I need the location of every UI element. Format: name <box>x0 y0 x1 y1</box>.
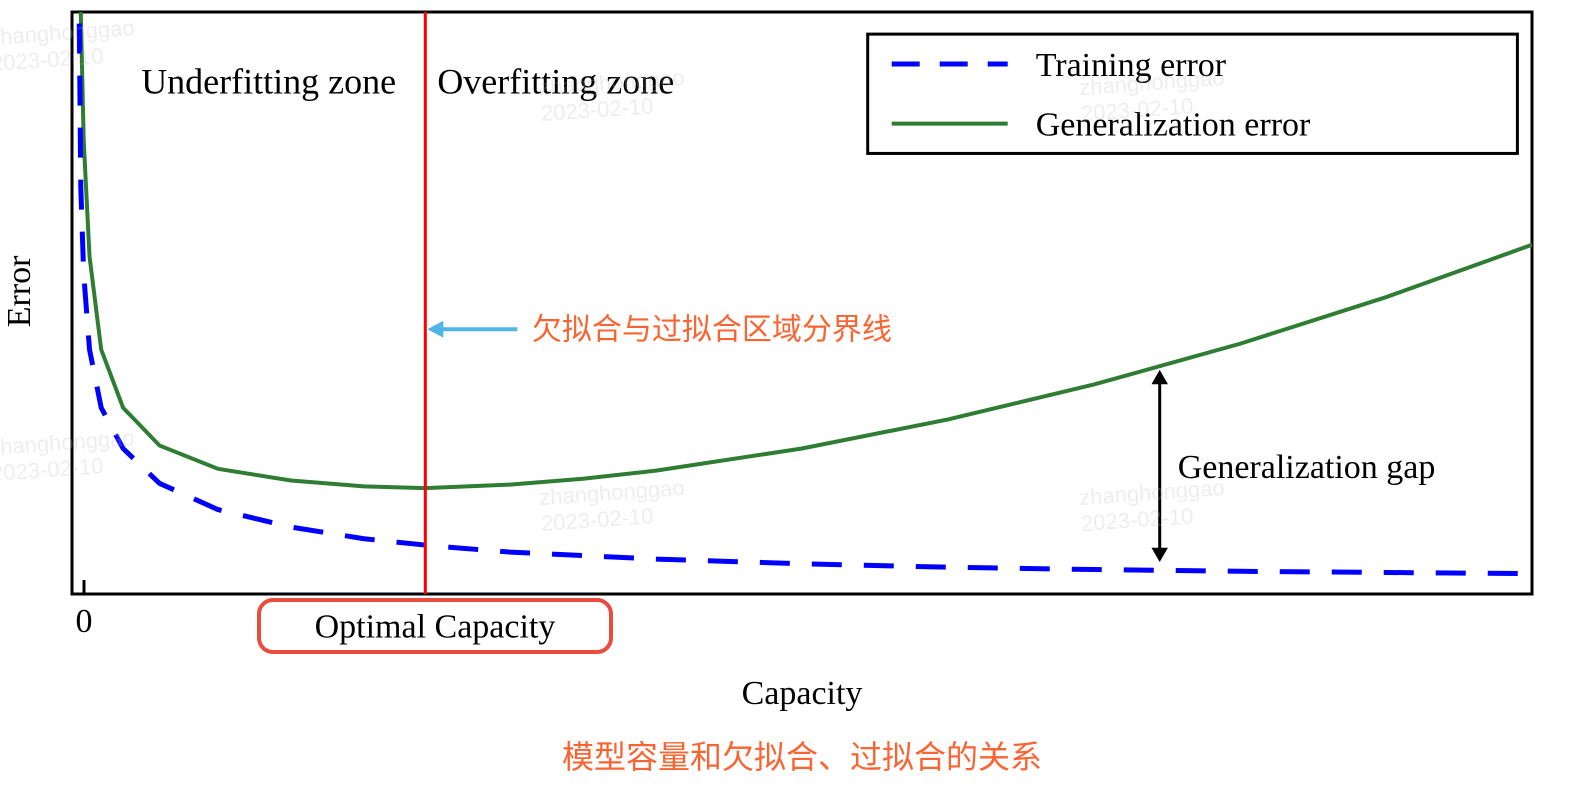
chart-legend: Training error Generalization error <box>868 34 1518 153</box>
chart-root: zhanghonggao2023-02-10zhanghonggao2023-0… <box>0 0 1584 808</box>
chart-svg: 0 Underfitting zone Overfitting zone 欠拟合… <box>0 0 1584 808</box>
generalization-gap-arrow-icon <box>1151 370 1168 562</box>
x-axis-zero-label: 0 <box>76 603 93 640</box>
legend-item-label: Training error <box>1036 47 1227 84</box>
optimal-capacity-label: Optimal Capacity <box>315 608 556 645</box>
chart-caption: 模型容量和欠拟合、过拟合的关系 <box>562 739 1042 775</box>
overfitting-zone-label: Overfitting zone <box>437 61 674 101</box>
x-axis-label: Capacity <box>742 675 863 712</box>
y-axis-label: Error <box>1 255 38 327</box>
boundary-arrow-icon <box>427 321 517 338</box>
boundary-annotation-text: 欠拟合与过拟合区域分界线 <box>532 314 892 347</box>
generalization-gap-label: Generalization gap <box>1178 449 1436 486</box>
underfitting-zone-label: Underfitting zone <box>141 61 396 101</box>
legend-item-label: Generalization error <box>1036 106 1311 143</box>
